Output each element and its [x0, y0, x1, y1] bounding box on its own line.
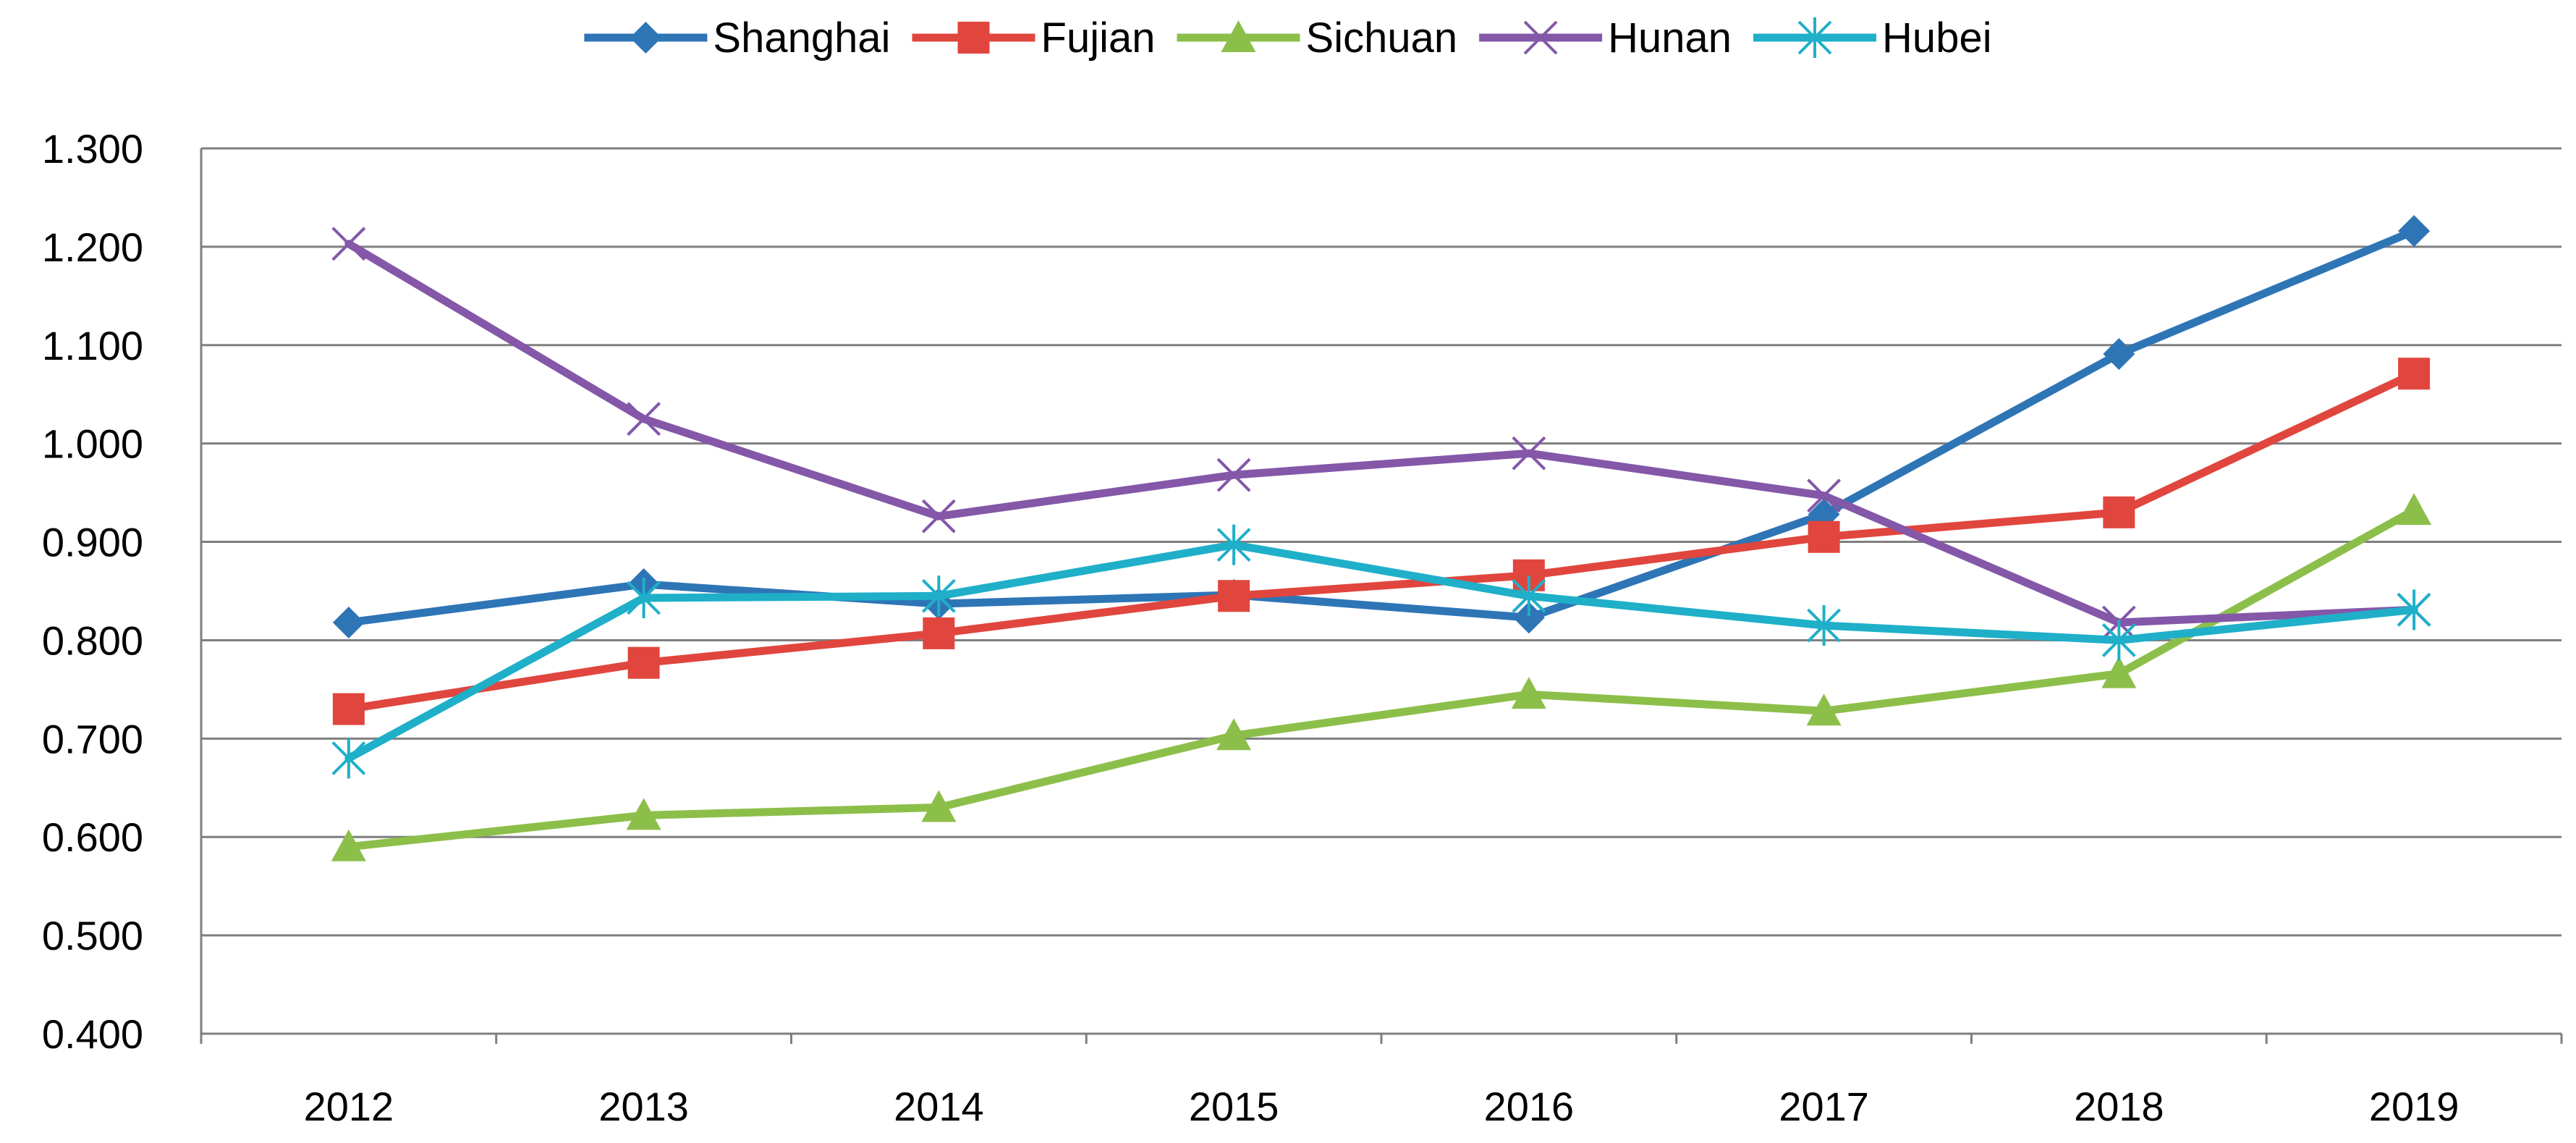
data-point-shanghai — [2103, 338, 2135, 371]
data-point-hunan — [1807, 478, 1842, 513]
data-point-hubei — [331, 738, 366, 779]
x-tick-label: 2014 — [894, 1084, 984, 1129]
series-line-shanghai — [344, 227, 2418, 627]
series-sichuan — [331, 493, 2432, 861]
data-point-sichuan — [1511, 677, 1546, 709]
data-point-hubei — [1216, 524, 1251, 565]
data-point-fujian — [1218, 580, 1250, 612]
legend-marker-sichuan — [1221, 20, 1256, 52]
data-point-hunan-stroke-b — [921, 499, 956, 533]
data-point-sichuan — [331, 829, 366, 861]
data-point-sichuan — [2101, 656, 2137, 688]
legend-marker-hubei — [1797, 17, 1832, 58]
legend-marker-hunan — [1523, 20, 1558, 55]
legend: Shanghai Fujian Sichuan Hunan Hubei — [584, 14, 1992, 62]
data-point-fujian — [1808, 520, 1840, 553]
series-group — [331, 215, 2432, 861]
series-hubei — [331, 524, 2431, 779]
data-point-hunan — [627, 402, 661, 436]
legend-label-hubei: Hubei — [1882, 14, 1992, 62]
data-point-hubei — [1512, 575, 1546, 617]
legend-marker-hunan-stroke-b — [1523, 20, 1558, 55]
x-tick-label: 2018 — [2074, 1084, 2164, 1129]
y-tick-label: 0.800 — [42, 617, 143, 663]
x-tick-label: 2012 — [304, 1084, 394, 1129]
grid-lines — [201, 147, 2562, 1035]
x-tick-label: 2013 — [598, 1084, 689, 1129]
data-point-fujian — [627, 646, 660, 679]
series-shanghai — [332, 215, 2431, 638]
series-line-hubei — [344, 541, 2418, 763]
series-line-hunan — [344, 240, 2418, 627]
data-point-sichuan — [2397, 493, 2432, 526]
y-tick-label: 0.900 — [42, 520, 143, 565]
legend-marker-fujian — [957, 22, 990, 54]
legend-item-hubei: Hubei — [1753, 14, 1992, 62]
y-tick-label: 0.700 — [42, 716, 143, 762]
data-point-shanghai — [1512, 602, 1545, 634]
legend-item-fujian: Fujian — [912, 14, 1156, 62]
x-tick-label: 2016 — [1484, 1084, 1575, 1129]
series-line-fujian — [344, 369, 2418, 714]
data-point-hunan — [1216, 457, 1251, 492]
data-point-hunan — [331, 227, 366, 261]
legend-label-fujian: Fujian — [1041, 14, 1156, 62]
data-point-fujian — [332, 693, 365, 725]
data-point-fujian — [2103, 496, 2135, 528]
x-tick-labels: 2012 2013 2014 2015 2016 2017 2018 2019 — [304, 1084, 2460, 1129]
data-point-hubei — [627, 578, 661, 619]
data-point-hubei — [921, 575, 956, 617]
data-point-sichuan — [626, 798, 661, 830]
data-point-sichuan — [1806, 693, 1842, 726]
data-point-hunan-stroke-b — [1512, 436, 1546, 471]
legend-item-shanghai: Shanghai — [584, 14, 891, 62]
data-point-shanghai — [2398, 215, 2431, 248]
y-tick-labels: 0.400 0.500 0.600 0.700 0.800 0.900 1.000 1.100… — [42, 126, 143, 1057]
legend-item-sichuan: Sichuan — [1177, 14, 1458, 62]
axes — [200, 148, 2563, 1044]
data-point-hubei — [1807, 605, 1842, 646]
data-point-hunan-stroke-b — [1216, 457, 1251, 492]
data-point-hunan-stroke-b — [627, 402, 661, 436]
data-point-hunan-stroke-b — [1807, 478, 1842, 513]
legend-item-hunan: Hunan — [1479, 14, 1732, 62]
y-tick-label: 1.100 — [42, 323, 143, 368]
y-tick-label: 1.000 — [42, 421, 143, 467]
data-point-fujian — [923, 617, 955, 649]
legend-label-shanghai: Shanghai — [713, 14, 890, 62]
data-point-hunan — [921, 499, 956, 533]
series-line-sichuan — [344, 506, 2418, 851]
y-tick-label: 1.200 — [42, 224, 143, 270]
x-tick-label: 2017 — [1779, 1084, 1869, 1129]
data-point-sichuan — [921, 790, 957, 822]
data-point-fujian — [2398, 358, 2431, 390]
data-point-shanghai — [332, 606, 365, 638]
data-point-hunan — [1512, 436, 1546, 471]
y-tick-label: 0.600 — [42, 814, 143, 860]
x-tick-label: 2015 — [1189, 1084, 1279, 1129]
legend-marker-shanghai — [630, 22, 662, 54]
y-tick-label: 1.300 — [42, 126, 143, 172]
y-tick-label: 0.500 — [42, 913, 143, 958]
y-tick-label: 0.400 — [42, 1011, 143, 1057]
data-point-hubei — [2397, 589, 2431, 630]
x-tick-label: 2019 — [2369, 1084, 2460, 1129]
legend-label-sichuan: Sichuan — [1306, 14, 1458, 62]
data-point-hubei — [2101, 620, 2136, 661]
data-point-hunan-stroke-b — [331, 227, 366, 261]
legend-label-hunan: Hunan — [1608, 14, 1732, 62]
data-point-sichuan — [1216, 718, 1252, 751]
